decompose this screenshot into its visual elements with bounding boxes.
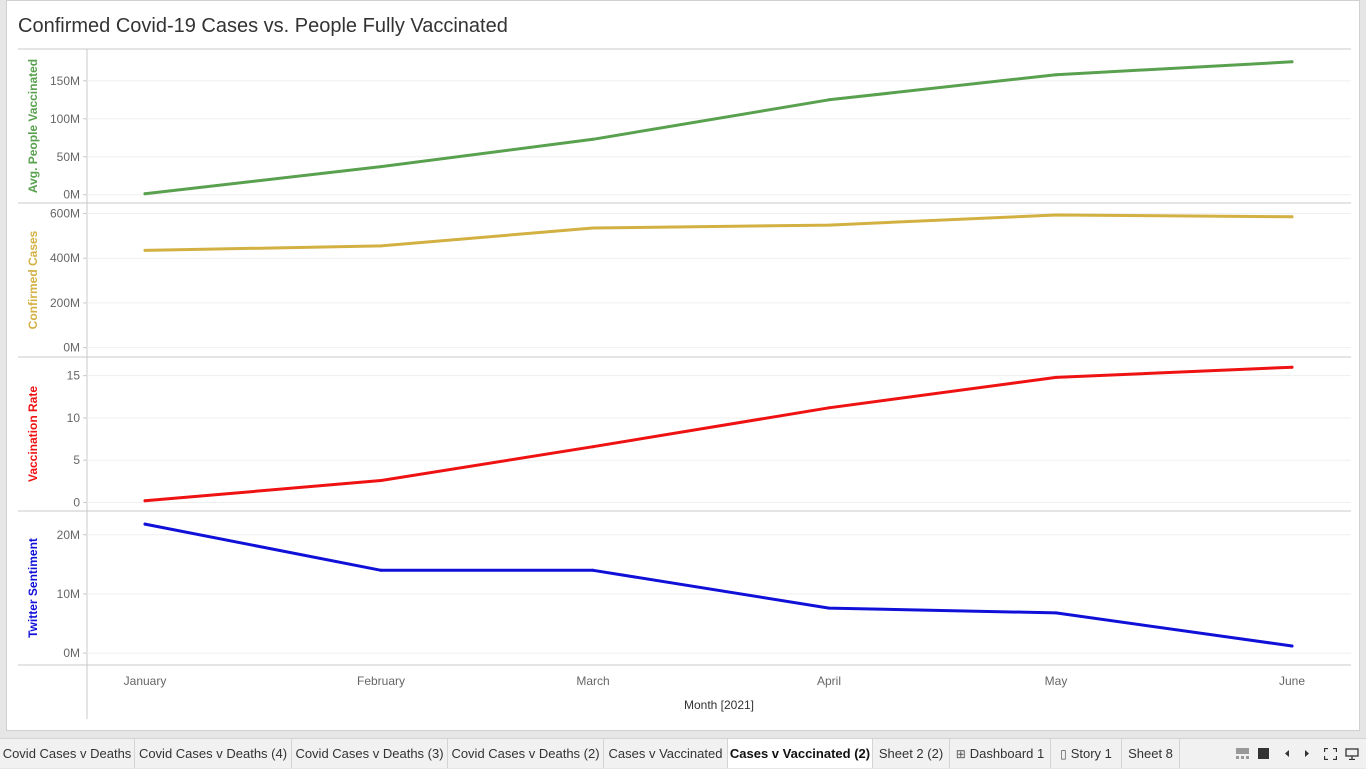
worksheet-view: Confirmed Covid-19 Cases vs. People Full… — [6, 0, 1360, 731]
y-tick-label: 400M — [50, 251, 80, 265]
tab-cases-v-vaccinated-2[interactable]: Cases v Vaccinated (2) — [728, 739, 873, 768]
tab-label: Sheet 2 (2) — [878, 746, 944, 761]
data-point — [379, 165, 383, 169]
y-tick-label: 600M — [50, 206, 80, 220]
series-line-vaccination-rate — [143, 365, 1294, 503]
y-tick-label: 50M — [57, 150, 80, 164]
y-axis-title: Avg. People Vaccinated — [26, 59, 40, 193]
chart-title: Confirmed Covid-19 Cases vs. People Full… — [18, 15, 508, 37]
fullscreen-icon[interactable] — [1323, 747, 1338, 762]
data-point — [1290, 365, 1294, 369]
tab-covid-cases-v-deaths[interactable]: Covid Cases v Deaths — [0, 739, 135, 768]
data-point — [827, 606, 831, 610]
tab-label: Story 1 — [1070, 746, 1112, 761]
x-tick-label: March — [576, 674, 609, 688]
tab-story-1[interactable]: ▯ Story 1 — [1051, 739, 1122, 768]
data-point — [591, 445, 595, 449]
tab-label: Covid Cases v Deaths — [2, 746, 132, 761]
x-tick-label: June — [1279, 674, 1305, 688]
tab-label: Covid Cases v Deaths (4) — [138, 746, 288, 761]
tab-label: Cases v Vaccinated (2) — [729, 746, 871, 761]
data-point — [1290, 644, 1294, 648]
tab-label: Sheet 8 — [1128, 746, 1173, 761]
presentation-icon[interactable] — [1345, 748, 1359, 762]
y-tick-label: 0 — [73, 495, 80, 509]
y-tick-label: 0M — [63, 646, 80, 660]
y-tick-label: 5 — [73, 453, 80, 467]
y-axis-title: Confirmed Cases — [26, 230, 40, 329]
data-point — [591, 137, 595, 141]
series-line-confirmed-cases — [143, 213, 1294, 252]
data-point — [827, 406, 831, 410]
panel-twitter-sentiment: 0M 10M 20M Twitter Sentiment — [18, 522, 1351, 666]
data-point — [143, 248, 147, 252]
y-tick-label: 20M — [57, 528, 80, 542]
data-point — [1290, 60, 1294, 64]
data-point — [1054, 611, 1058, 615]
tab-label: Covid Cases v Deaths (2) — [451, 746, 600, 761]
data-point — [379, 244, 383, 248]
sheet-tabs-bar: Covid Cases v Deaths Covid Cases v Death… — [0, 738, 1366, 768]
data-point — [591, 568, 595, 572]
tab-sheet-2-2[interactable]: Sheet 2 (2) — [873, 739, 950, 768]
data-point — [143, 499, 147, 503]
data-point — [143, 522, 147, 526]
x-axis-title: Month [2021] — [684, 698, 754, 712]
tab-label: Cases v Vaccinated — [608, 746, 723, 761]
y-tick-label: 0M — [63, 341, 80, 355]
tab-dashboard-1[interactable]: ⊞ Dashboard 1 — [950, 739, 1051, 768]
data-point — [591, 226, 595, 230]
x-tick-label: May — [1045, 674, 1068, 688]
panel-vaccination-rate: 0 5 10 15 Vaccination Rate — [18, 365, 1351, 512]
panel-confirmed-cases: 0M 200M 400M 600M Confirmed Cases — [18, 206, 1351, 358]
series-line-avg-people-vaccinated — [143, 60, 1294, 196]
x-tick-label: February — [357, 674, 405, 688]
filmstrip-icon[interactable] — [1236, 748, 1249, 761]
data-point — [1054, 375, 1058, 379]
y-tick-label: 150M — [50, 74, 80, 88]
tab-label: Covid Cases v Deaths (3) — [295, 746, 444, 761]
next-sheet-icon[interactable] — [1304, 748, 1311, 761]
y-tick-label: 0M — [63, 188, 80, 202]
y-tick-label: 200M — [50, 296, 80, 310]
y-tick-label: 10M — [57, 587, 80, 601]
y-tick-label: 100M — [50, 112, 80, 126]
tab-label: Dashboard 1 — [969, 746, 1045, 761]
data-point — [379, 479, 383, 482]
data-point — [1290, 215, 1294, 219]
data-point — [1054, 213, 1058, 217]
y-axis-title: Vaccination Rate — [26, 386, 40, 482]
tab-cases-v-vaccinated[interactable]: Cases v Vaccinated — [604, 739, 728, 768]
dashboard-icon: ⊞ — [955, 747, 966, 761]
story-icon: ▯ — [1060, 747, 1067, 761]
y-tick-label: 15 — [67, 369, 81, 383]
tab-sheet-8[interactable]: Sheet 8 — [1122, 739, 1180, 768]
prev-sheet-icon[interactable] — [1283, 748, 1290, 761]
data-point — [379, 568, 383, 572]
data-point — [143, 192, 147, 196]
tab-covid-cases-v-deaths-2[interactable]: Covid Cases v Deaths (2) — [448, 739, 604, 768]
data-point — [827, 98, 831, 102]
tab-covid-cases-v-deaths-4[interactable]: Covid Cases v Deaths (4) — [135, 739, 292, 768]
data-point — [1054, 73, 1058, 77]
series-line-twitter-sentiment — [143, 522, 1294, 648]
x-tick-label: January — [124, 674, 167, 688]
y-axis-title: Twitter Sentiment — [26, 538, 40, 638]
panel-avg-people-vaccinated: 0M 50M 100M 150M Avg. People Vaccinated — [18, 59, 1351, 204]
tab-covid-cases-v-deaths-3[interactable]: Covid Cases v Deaths (3) — [292, 739, 448, 768]
x-tick-label: April — [817, 674, 841, 688]
grid-view-icon[interactable] — [1258, 748, 1269, 761]
y-tick-label: 10 — [67, 411, 81, 425]
data-point — [827, 223, 831, 227]
